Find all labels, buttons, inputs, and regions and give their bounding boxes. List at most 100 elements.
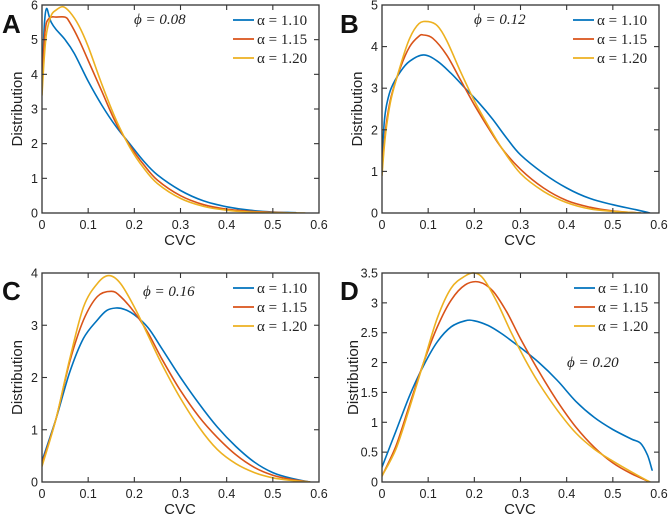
y-tick-label: 3 <box>371 82 378 96</box>
x-tick-label: 0.5 <box>264 487 281 501</box>
panel-letter: C <box>2 276 21 306</box>
y-tick-label: 5 <box>371 0 378 13</box>
y-tick-label: 1 <box>371 165 378 179</box>
x-tick-label: 0.3 <box>172 218 189 232</box>
y-tick-label: 1 <box>371 416 378 430</box>
series-line-3 <box>382 272 651 482</box>
y-tick-label: 0 <box>371 207 378 221</box>
legend-entry: α = 1.20 <box>598 319 648 335</box>
x-tick-label: 0.4 <box>558 218 575 232</box>
x-tick-label: 0.1 <box>419 487 436 501</box>
x-tick-label: 0.1 <box>79 487 96 501</box>
y-tick-label: 3 <box>31 103 38 117</box>
panel-d: 0 0.1 0.2 0.3 0.4 0.5 0.6 0 0.5 1 1.5 2 2.5 3 3.5 CVC Di… <box>340 267 668 519</box>
y-axis-label: Distribution <box>9 340 26 415</box>
series-line-2 <box>42 290 311 482</box>
x-tick-label: 0.4 <box>558 487 575 501</box>
x-tick-label: 0.1 <box>419 218 436 232</box>
y-tick-label: 1.5 <box>361 386 378 400</box>
phi-annotation: ϕ = 0.20 <box>567 355 619 371</box>
y-axis-label: Distribution <box>9 71 26 146</box>
x-tick-label: 0.6 <box>310 218 327 232</box>
series-line-1 <box>42 307 311 482</box>
x-tick-label: 0.3 <box>512 218 529 232</box>
y-axis-label: Distribution <box>349 71 366 146</box>
x-tick-label: 0.6 <box>650 218 667 232</box>
series-line-3 <box>42 5 306 213</box>
y-tick-label: 1 <box>31 172 38 186</box>
legend-entry: α = 1.15 <box>257 300 307 316</box>
series-line-1 <box>382 319 653 471</box>
x-tick-label: 0.5 <box>604 487 621 501</box>
legend-entry: α = 1.15 <box>598 300 648 316</box>
y-axis-label: Distribution <box>345 340 362 415</box>
series-line-3 <box>42 274 311 482</box>
y-tick-label: 4 <box>31 267 38 281</box>
x-tick-label: 0.5 <box>604 218 621 232</box>
y-tick-label: 2 <box>31 371 38 385</box>
legend: α = 1.10 α = 1.15 α = 1.20 <box>233 281 307 335</box>
legend-entry: α = 1.20 <box>257 319 307 335</box>
y-tick-label: 0.5 <box>361 446 378 460</box>
y-tick-label: 2.5 <box>361 326 378 340</box>
y-tick-label: 3 <box>371 296 378 310</box>
legend: α = 1.10 α = 1.15 α = 1.20 <box>573 13 647 67</box>
panel-letter: D <box>340 276 359 306</box>
x-axis-label: CVC <box>164 501 196 518</box>
panel-c: 0 0.1 0.2 0.3 0.4 0.5 0.6 0 1 2 3 4 CVC Distribution C… <box>2 267 328 519</box>
panel-a: 0 0.1 0.2 0.3 0.4 0.5 0.6 0 1 2 3 4 5 6 CVC Distributio… <box>2 0 328 249</box>
x-tick-label: 0.4 <box>218 218 235 232</box>
legend: α = 1.10 α = 1.15 α = 1.20 <box>233 13 307 67</box>
series-line-1 <box>382 54 651 213</box>
legend-entry: α = 1.20 <box>597 51 647 67</box>
y-tick-label: 4 <box>31 68 38 82</box>
x-tick-label: 0.6 <box>310 487 327 501</box>
y-tick-label: 0 <box>31 476 38 490</box>
legend-entry: α = 1.10 <box>598 281 648 297</box>
x-tick-label: 0.4 <box>218 487 235 501</box>
phi-annotation: ϕ = 0.08 <box>134 12 186 28</box>
y-tick-label: 6 <box>31 0 38 13</box>
panel-b: 0 0.1 0.2 0.3 0.4 0.5 0.6 0 1 2 3 4 5 CVC Distribution… <box>340 0 668 249</box>
series-line-3 <box>382 20 642 213</box>
x-tick-label: 0.3 <box>512 487 529 501</box>
phi-annotation: ϕ = 0.12 <box>474 12 526 28</box>
x-tick-label: 0.2 <box>126 487 143 501</box>
x-axis-label: CVC <box>504 501 536 518</box>
y-tick-label: 2 <box>371 123 378 137</box>
y-tick-label: 0 <box>31 207 38 221</box>
panel-letter: A <box>2 9 21 39</box>
legend-entry: α = 1.10 <box>257 13 307 29</box>
legend: α = 1.10 α = 1.15 α = 1.20 <box>574 281 648 335</box>
x-tick-label: 0.2 <box>126 218 143 232</box>
y-tick-label: 2 <box>31 137 38 151</box>
panel-letter: B <box>340 9 359 39</box>
y-tick-label: 3.5 <box>361 267 378 281</box>
x-tick-label: 0.3 <box>172 487 189 501</box>
x-tick-label: 0.6 <box>650 487 667 501</box>
y-tick-label: 4 <box>371 40 378 54</box>
y-tick-label: 1 <box>31 423 38 437</box>
x-tick-label: 0 <box>39 487 46 501</box>
x-tick-label: 0.2 <box>466 218 483 232</box>
x-tick-label: 0.2 <box>466 487 483 501</box>
series-line-1 <box>42 7 297 213</box>
x-tick-label: 0 <box>39 218 46 232</box>
x-tick-label: 0.5 <box>264 218 281 232</box>
legend-entry: α = 1.10 <box>257 281 307 297</box>
y-tick-label: 3 <box>31 319 38 333</box>
x-tick-label: 0 <box>379 218 386 232</box>
x-tick-label: 0.1 <box>79 218 96 232</box>
y-tick-label: 5 <box>31 33 38 47</box>
series-line-2 <box>42 15 297 213</box>
x-axis-label: CVC <box>164 232 196 249</box>
legend-entry: α = 1.15 <box>257 32 307 48</box>
phi-annotation: ϕ = 0.16 <box>143 284 195 300</box>
legend-entry: α = 1.20 <box>257 51 307 67</box>
x-tick-label: 0 <box>379 487 386 501</box>
y-tick-label: 2 <box>371 356 378 370</box>
legend-entry: α = 1.15 <box>597 32 647 48</box>
y-tick-label: 0 <box>371 476 378 490</box>
legend-entry: α = 1.10 <box>597 13 647 29</box>
